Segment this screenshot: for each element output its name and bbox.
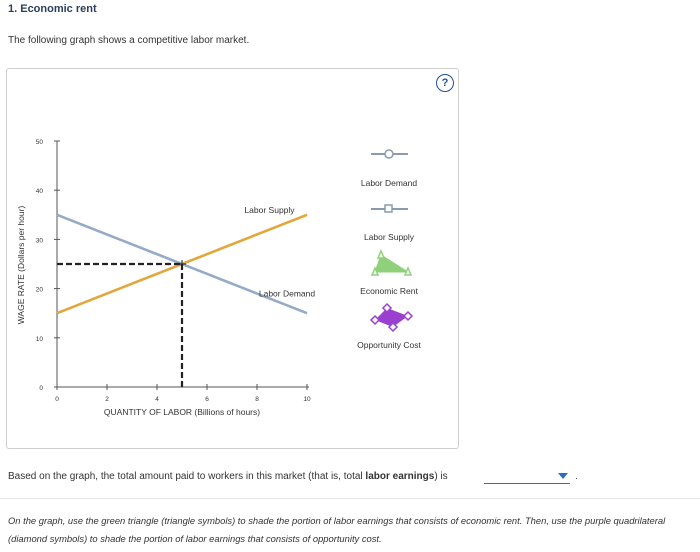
page-title: 1. Economic rent [8, 3, 97, 15]
chart-layer: 0 10 20 30 40 50 0 2 4 6 8 10 Labor Supply Labor Dema… [36, 139, 316, 403]
legend-opportunity-cost-icon[interactable] [369, 302, 414, 333]
x-tick-label: 8 [255, 396, 259, 403]
x-tick-label: 10 [303, 396, 311, 403]
legend-label-demand: Labor Demand [360, 178, 418, 188]
help-icon[interactable]: ? [436, 74, 454, 92]
chevron-down-icon[interactable] [558, 473, 568, 479]
y-tick-label: 0 [39, 385, 43, 392]
question-period: . [575, 471, 578, 482]
legend-label-economic-rent: Economic Rent [360, 286, 418, 296]
y-tick-label: 40 [36, 188, 44, 195]
intro-text: The following graph shows a competitive … [8, 35, 250, 46]
labor-earnings-dropdown[interactable] [484, 470, 570, 484]
question-before: Based on the graph, the total amount pai… [8, 471, 366, 482]
y-tick-label: 10 [36, 336, 44, 343]
graph-panel: ? WAGE RATE (Dollars per hour) QUANTITY … [6, 68, 459, 449]
supply-curve-label: Labor Supply [244, 205, 295, 215]
x-tick-label: 2 [105, 396, 109, 403]
y-axis-label: WAGE RATE (Dollars per hour) [16, 206, 26, 325]
legend-economic-rent-icon[interactable] [370, 249, 413, 276]
y-tick-label: 50 [36, 139, 44, 146]
divider [0, 498, 700, 499]
question-after: ) is [434, 471, 448, 482]
legend-demand-icon[interactable] [371, 149, 408, 159]
demand-curve-label: Labor Demand [259, 289, 316, 299]
x-tick-label: 4 [155, 396, 159, 403]
x-tick-label: 0 [55, 396, 59, 403]
y-tick-label: 30 [36, 237, 44, 244]
labor-market-graph[interactable]: WAGE RATE (Dollars per hour) QUANTITY OF… [7, 69, 458, 448]
legend-label-opportunity-cost: Opportunity Cost [357, 340, 421, 350]
instructions-text: On the graph, use the green triangle (tr… [8, 515, 666, 544]
question-bold: labor earnings [365, 471, 435, 482]
y-tick-label: 20 [36, 287, 44, 294]
x-tick-label: 6 [205, 396, 209, 403]
legend-label-supply: Labor Supply [363, 232, 415, 242]
x-axis-label: QUANTITY OF LABOR (Billions of hours) [104, 407, 260, 417]
question-text: Based on the graph, the total amount pai… [8, 471, 448, 482]
legend-supply-icon[interactable] [371, 204, 408, 213]
